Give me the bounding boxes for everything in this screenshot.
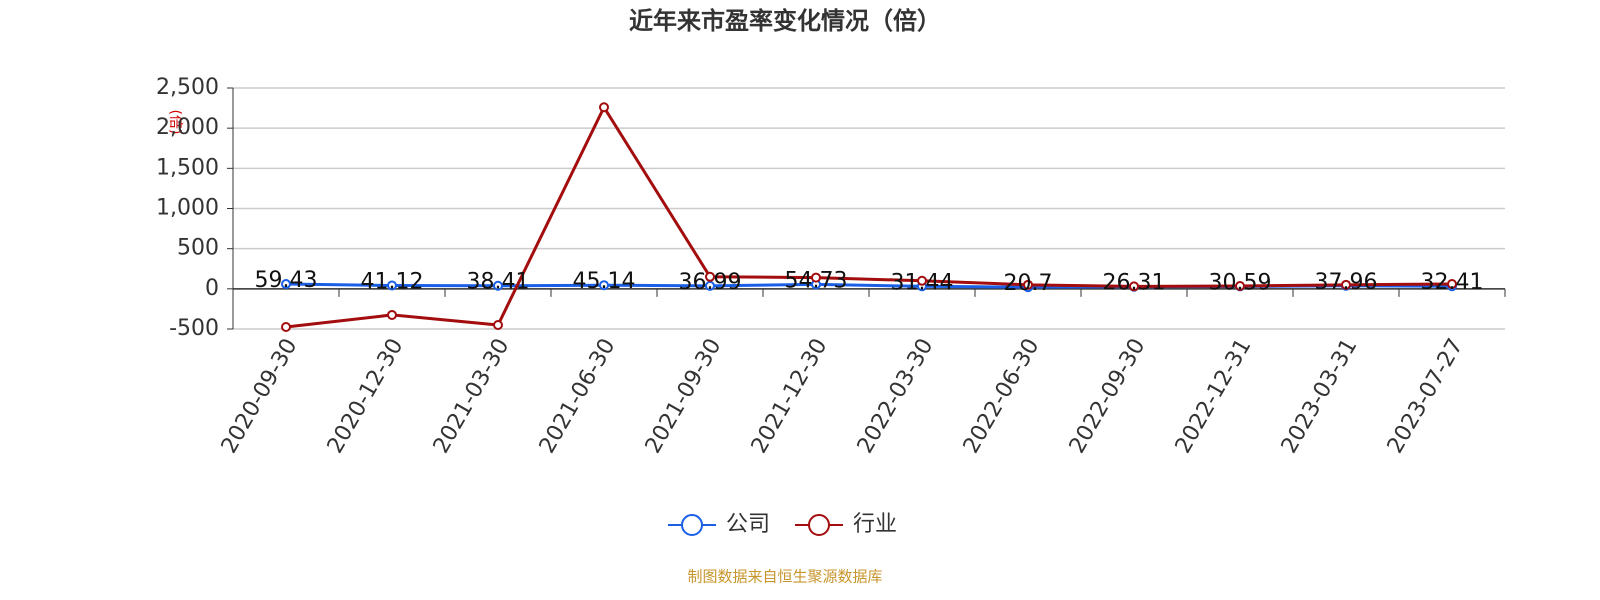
data-label: 26.31 <box>1103 271 1166 296</box>
legend-label: 公司 <box>726 512 770 537</box>
legend-marker <box>808 514 830 536</box>
x-tick-label: 2023-07-27 <box>1383 335 1469 458</box>
y-tick-label: 1,500 <box>156 155 219 180</box>
data-label: 41.12 <box>361 270 424 295</box>
data-point <box>705 280 715 291</box>
data-point <box>705 271 715 282</box>
data-point <box>1341 279 1351 290</box>
chart-title: 近年来市盈率变化情况（倍） <box>629 7 941 35</box>
data-label: 36.99 <box>679 270 742 295</box>
y-tick-label: 2,500 <box>156 75 219 100</box>
x-tick-label: 2022-09-30 <box>1065 335 1151 458</box>
data-point <box>1447 279 1457 290</box>
data-label: 31.44 <box>891 270 954 295</box>
data-point <box>387 309 397 320</box>
data-point <box>493 280 503 291</box>
data-point <box>599 280 609 291</box>
source-note: 制图数据来自恒生聚源数据库 <box>687 568 882 586</box>
data-point <box>1129 281 1139 292</box>
data-point <box>917 275 927 286</box>
data-point <box>1023 279 1033 290</box>
data-point <box>281 279 291 290</box>
data-point <box>811 272 821 283</box>
data-label: 37.96 <box>1315 270 1378 295</box>
x-tick-label: 2023-03-31 <box>1277 335 1363 458</box>
data-point <box>599 102 609 113</box>
data-label: 32.41 <box>1421 270 1484 295</box>
data-label: 59.43 <box>255 268 318 293</box>
series-line <box>285 104 1453 329</box>
data-point <box>1235 281 1245 292</box>
y-tick-label: 0 <box>205 276 219 301</box>
x-tick-label: 2021-06-30 <box>535 335 621 458</box>
legend-marker <box>681 514 703 536</box>
data-label: 54.73 <box>785 268 848 293</box>
x-tick-label: 2020-09-30 <box>217 335 303 458</box>
x-tick-label: 2021-09-30 <box>641 335 727 458</box>
data-label: 38.41 <box>467 270 530 295</box>
data-point <box>387 280 397 291</box>
x-tick-label: 2020-12-30 <box>323 335 409 458</box>
y-tick-label: -500 <box>169 316 219 341</box>
y-tick-label: 500 <box>177 236 219 261</box>
x-tick-label: 2022-12-31 <box>1171 335 1257 458</box>
y-tick-label: 2,000 <box>156 115 219 140</box>
x-tick-label: 2021-12-30 <box>747 335 833 458</box>
data-label: 45.14 <box>573 269 636 294</box>
legend-label: 行业 <box>853 512 897 537</box>
x-tick-label: 2022-03-30 <box>853 335 939 458</box>
y-tick-label: 1,000 <box>156 196 219 221</box>
data-point <box>493 319 503 330</box>
x-tick-label: 2021-03-30 <box>429 335 515 458</box>
data-point <box>281 321 291 332</box>
x-tick-label: 2022-06-30 <box>959 335 1045 458</box>
data-label: 30.59 <box>1209 270 1272 295</box>
data-label: 20.7 <box>1004 271 1053 296</box>
y-axis-label: (倍) <box>167 110 183 135</box>
